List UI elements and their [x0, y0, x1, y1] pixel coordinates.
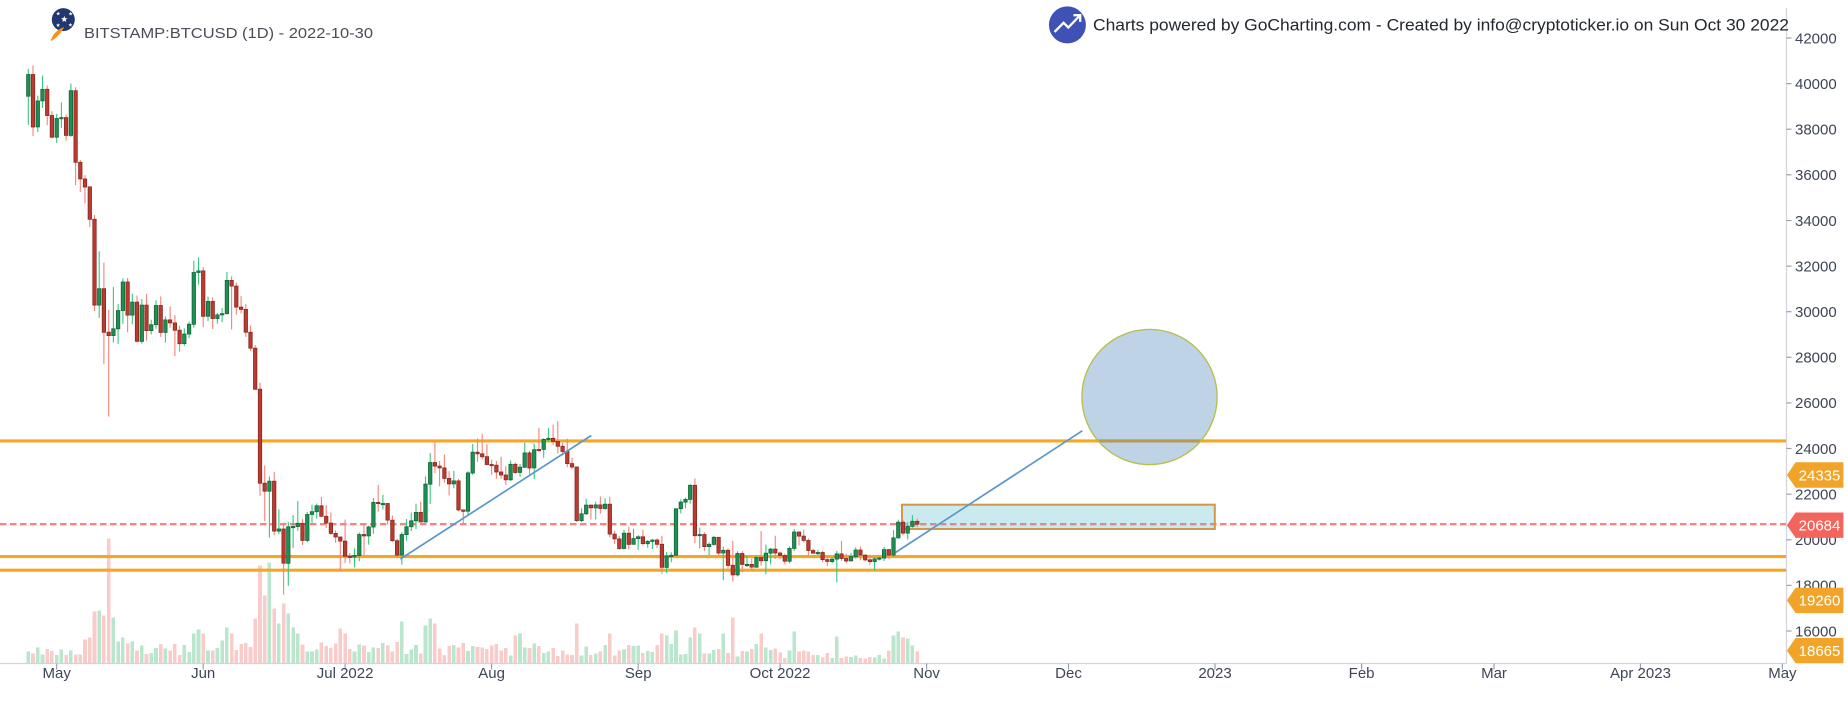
svg-text:32000: 32000 [1795, 258, 1837, 275]
svg-text:38000: 38000 [1795, 122, 1837, 139]
svg-text:Charts powered by GoCharting.c: Charts powered by GoCharting.com - Creat… [1093, 16, 1789, 35]
svg-text:Jul 2022: Jul 2022 [317, 665, 374, 682]
svg-text:30000: 30000 [1795, 304, 1837, 321]
svg-text:24335: 24335 [1799, 467, 1841, 484]
svg-text:Feb: Feb [1349, 665, 1375, 682]
svg-text:22000: 22000 [1795, 487, 1837, 504]
svg-text:26000: 26000 [1795, 395, 1837, 412]
svg-text:2023: 2023 [1198, 665, 1231, 682]
svg-text:42000: 42000 [1795, 30, 1837, 47]
svg-text:May: May [43, 665, 72, 682]
svg-text:20684: 20684 [1799, 518, 1841, 535]
svg-text:Dec: Dec [1055, 665, 1082, 682]
svg-text:24000: 24000 [1795, 441, 1837, 458]
svg-text:BITSTAMP:BTCUSD (1D) - 2022-10: BITSTAMP:BTCUSD (1D) - 2022-10-30 [84, 25, 373, 42]
svg-text:36000: 36000 [1795, 167, 1837, 184]
svg-text:Nov: Nov [913, 665, 940, 682]
svg-text:Mar: Mar [1481, 665, 1507, 682]
svg-text:19260: 19260 [1799, 593, 1841, 610]
svg-text:16000: 16000 [1795, 623, 1837, 640]
svg-text:Sep: Sep [625, 665, 652, 682]
svg-text:34000: 34000 [1795, 213, 1837, 230]
svg-text:28000: 28000 [1795, 350, 1837, 367]
svg-text:Jun: Jun [191, 665, 215, 682]
svg-text:18665: 18665 [1799, 643, 1841, 660]
svg-text:Apr 2023: Apr 2023 [1610, 665, 1671, 682]
svg-text:May: May [1768, 665, 1797, 682]
svg-text:40000: 40000 [1795, 76, 1837, 93]
svg-text:Oct 2022: Oct 2022 [750, 665, 811, 682]
svg-text:Aug: Aug [478, 665, 505, 682]
